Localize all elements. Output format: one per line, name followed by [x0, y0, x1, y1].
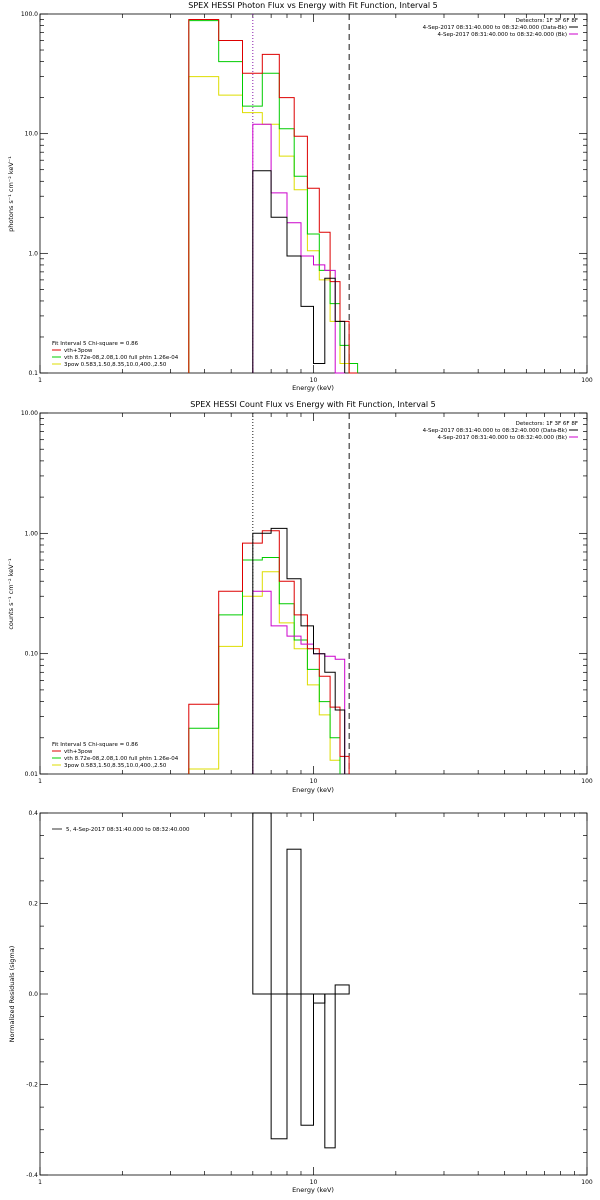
y-tick-label: 0.0	[28, 991, 38, 998]
x-tick-label: 10	[310, 377, 318, 384]
photon-flux-info-3: 4-Sep-2017 08:31:40.000 to 08:32:40.000 …	[438, 32, 568, 38]
y-tick-label: -0.4	[26, 1172, 38, 1179]
y-tick-label: 10.00	[21, 410, 38, 417]
count-flux-plot-frame	[39, 412, 588, 775]
x-tick-label: 100	[581, 377, 593, 384]
count-flux-panel: SPEX HESSI Count Flux vs Energy with Fit…	[7, 400, 593, 794]
count-flux-info-2: 4-Sep-2017 08:31:40.000 to 08:32:40.000 …	[423, 428, 567, 434]
y-tick-label: 10.0	[25, 131, 39, 138]
series-line	[188, 19, 358, 374]
x-tick-label: 1	[38, 778, 42, 785]
photon-flux-panel: SPEX HESSI Photon Flux vs Energy with Fi…	[7, 1, 593, 392]
x-tick-label: 100	[581, 1179, 593, 1186]
series-line	[188, 557, 341, 774]
y-tick-label: 0.01	[25, 771, 39, 778]
residual-bar	[252, 812, 272, 995]
photon-flux-legend-3: vth 8.72e-08,2.08,1.00 full phtn 1.26e-0…	[64, 355, 179, 361]
photon-flux-legend-2: vth+3pow	[64, 348, 93, 354]
residuals-legend: 5, 4-Sep-2017 08:31:40.000 to 08:32:40.0…	[66, 827, 190, 833]
count-flux-legend-3: vth 8.72e-08,2.08,1.00 full phtn 1.26e-0…	[64, 756, 179, 762]
photon-flux-legend-1: Fit Interval 5 Chi-square = 0.86	[52, 341, 139, 347]
count-flux-legend-1: Fit Interval 5 Chi-square = 0.86	[52, 742, 139, 748]
series-line	[252, 527, 346, 774]
residual-bar	[313, 993, 326, 1004]
count-flux-legend-4: 3pow 0.583,1.50,8.35,10.0,400.,2.50	[64, 763, 167, 769]
residual-bar	[334, 984, 350, 995]
series-line	[188, 530, 350, 774]
series-line	[188, 571, 341, 774]
residual-bar	[270, 993, 288, 1140]
x-tick-label: 1	[38, 377, 42, 384]
residual-bar	[300, 993, 314, 1126]
x-tick-label: 10	[310, 1179, 318, 1186]
residual-bar	[324, 993, 336, 1149]
count-flux-info-1: Detectors: 1F 3F 6F 8F	[516, 421, 578, 427]
series-line	[188, 20, 359, 373]
count-flux-ylabel: counts s⁻¹ cm⁻² keV⁻¹	[7, 558, 15, 630]
count-flux-title: SPEX HESSI Count Flux vs Energy with Fit…	[190, 400, 435, 409]
photon-flux-title: SPEX HESSI Photon Flux vs Energy with Fi…	[188, 1, 438, 10]
series-line	[252, 590, 346, 774]
count-flux-xlabel: Energy (keV)	[292, 786, 334, 794]
series-line	[252, 123, 345, 374]
y-tick-label: 0.1	[28, 370, 38, 377]
photon-flux-ylabel: photons s⁻¹ cm⁻² keV⁻¹	[7, 156, 15, 232]
y-tick-label: 1.00	[25, 530, 39, 537]
y-tick-label: 0.4	[28, 810, 38, 817]
y-tick-label: -0.2	[26, 1082, 38, 1089]
count-flux-info-3: 4-Sep-2017 08:31:40.000 to 08:32:40.000 …	[438, 435, 568, 441]
series-line	[252, 170, 346, 373]
photon-flux-legend-4: 3pow 0.583,1.50,8.35,10.0,400.,2.50	[64, 362, 167, 368]
residuals-panel: Energy (keV) Normalized Residuals (sigma…	[8, 810, 593, 1194]
x-tick-label: 100	[581, 778, 593, 785]
x-tick-label: 1	[38, 1179, 42, 1186]
y-tick-label: 0.10	[25, 651, 39, 658]
y-tick-label: 100.0	[21, 11, 38, 18]
photon-flux-info-2: 4-Sep-2017 08:31:40.000 to 08:32:40.000 …	[423, 25, 567, 31]
photon-flux-info-1: Detectors: 1F 3F 6F 8F	[516, 18, 578, 24]
photon-flux-xlabel: Energy (keV)	[292, 384, 334, 392]
count-flux-legend-2: vth+3pow	[64, 749, 93, 755]
y-tick-label: 0.2	[28, 901, 38, 908]
residuals-xlabel: Energy (keV)	[292, 1186, 334, 1194]
y-tick-label: 1.0	[28, 250, 38, 257]
residuals-ylabel: Normalized Residuals (sigma)	[8, 946, 16, 1043]
x-tick-label: 10	[310, 778, 318, 785]
residual-bar	[286, 848, 302, 995]
